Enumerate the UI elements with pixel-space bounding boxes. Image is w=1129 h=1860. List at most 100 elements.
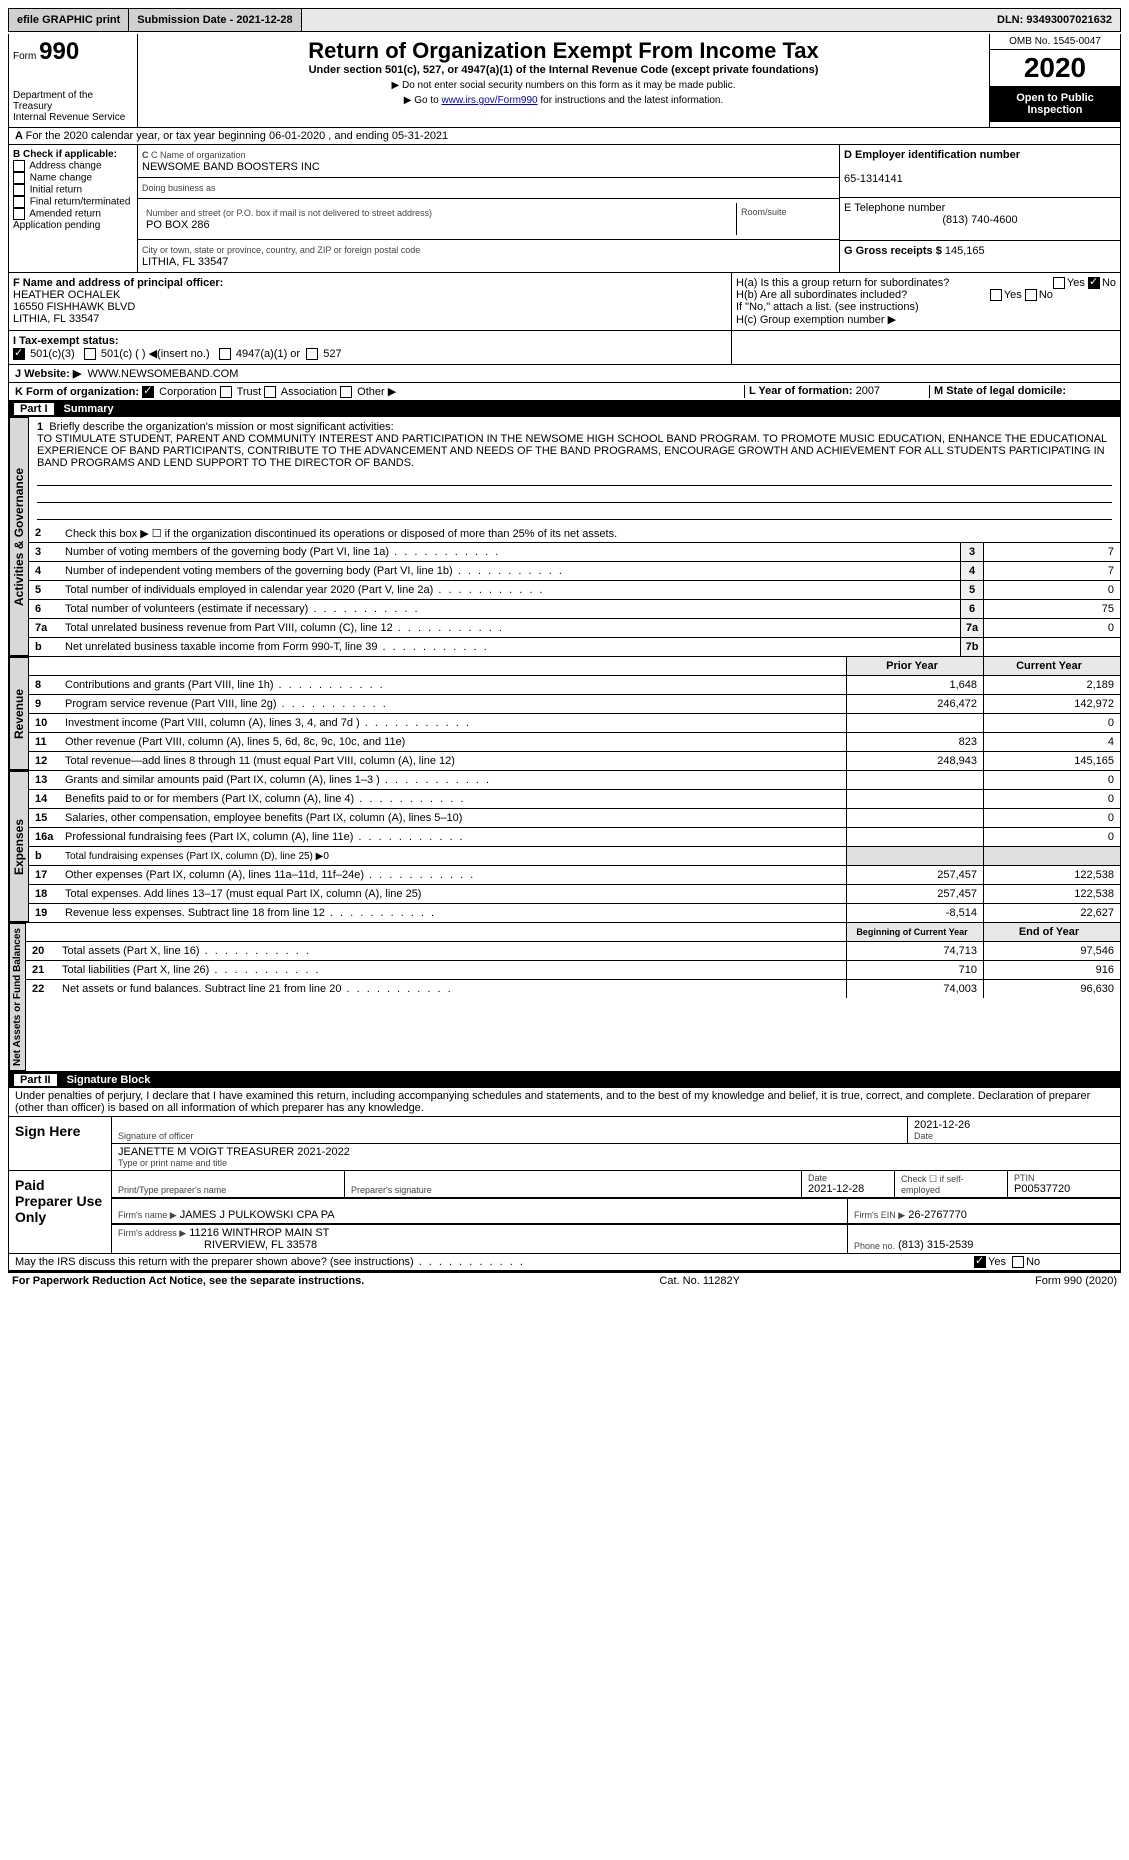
p17: 257,457	[846, 866, 983, 884]
line-8: Contributions and grants (Part VIII, lin…	[61, 677, 846, 693]
b20: 74,713	[846, 942, 983, 960]
p16a	[846, 828, 983, 846]
check-other[interactable]	[340, 386, 352, 398]
dln-label: DLN: 93493007021632	[997, 14, 1120, 26]
ha-yes[interactable]	[1053, 277, 1065, 289]
dba-label: Doing business as	[142, 183, 216, 193]
discuss-yes[interactable]	[974, 1256, 986, 1268]
footer-cat: Cat. No. 11282Y	[659, 1275, 740, 1287]
p19: -8,514	[846, 904, 983, 922]
street-label: Number and street (or P.O. box if mail i…	[146, 208, 432, 218]
line-19: Revenue less expenses. Subtract line 18 …	[61, 905, 846, 921]
check-assoc[interactable]	[264, 386, 276, 398]
side-revenue: Revenue	[9, 657, 29, 770]
val-7a: 0	[983, 619, 1120, 637]
check-trust[interactable]	[220, 386, 232, 398]
p8: 1,648	[846, 676, 983, 694]
val-5: 0	[983, 581, 1120, 599]
irs-label: Internal Revenue Service	[13, 112, 133, 123]
prep-selfemp: Check ☐ if self-employed	[901, 1174, 1001, 1195]
footer-form: Form 990 (2020)	[1035, 1275, 1117, 1287]
line-2: Check this box ▶ ☐ if the organization d…	[61, 525, 1120, 542]
firm-name: JAMES J PULKOWSKI CPA PA	[180, 1209, 335, 1221]
line-9: Program service revenue (Part VIII, line…	[61, 696, 846, 712]
officer-addr1: 16550 FISHHAWK BLVD	[13, 301, 135, 313]
check-final-return[interactable]	[13, 196, 25, 208]
line-6: Total number of volunteers (estimate if …	[61, 601, 960, 617]
e22: 96,630	[983, 980, 1120, 998]
header-info-grid: B Check if applicable: Address change Na…	[8, 145, 1121, 273]
c9: 142,972	[983, 695, 1120, 713]
omb-number: OMB No. 1545-0047	[990, 34, 1120, 50]
efile-print-button[interactable]: efile GRAPHIC print	[9, 9, 129, 31]
line-12: Total revenue—add lines 8 through 11 (mu…	[61, 753, 846, 769]
check-501c[interactable]	[84, 348, 96, 360]
side-expenses: Expenses	[9, 771, 29, 922]
check-501c3[interactable]	[13, 348, 25, 360]
prep-date: 2021-12-28	[808, 1183, 864, 1195]
open-public-badge: Open to Public Inspection	[990, 86, 1120, 122]
form-subtitle: Under section 501(c), 527, or 4947(a)(1)…	[146, 64, 981, 76]
line-5: Total number of individuals employed in …	[61, 582, 960, 598]
fh-row: F Name and address of principal officer:…	[8, 273, 1121, 331]
line-7a: Total unrelated business revenue from Pa…	[61, 620, 960, 636]
c19: 22,627	[983, 904, 1120, 922]
line-21: Total liabilities (Part X, line 26)	[58, 962, 846, 978]
topbar: efile GRAPHIC print Submission Date - 20…	[8, 8, 1121, 32]
section-governance: Activities & Governance 1 Briefly descri…	[8, 417, 1121, 657]
c12: 145,165	[983, 752, 1120, 770]
check-address-change[interactable]	[13, 160, 25, 172]
side-governance: Activities & Governance	[9, 417, 29, 656]
discuss-q: May the IRS discuss this return with the…	[15, 1256, 974, 1268]
check-4947[interactable]	[219, 348, 231, 360]
val-6: 75	[983, 600, 1120, 618]
val-7b	[983, 638, 1120, 656]
part1-header: Part I Summary	[8, 401, 1121, 417]
room-label: Room/suite	[741, 207, 787, 217]
p9: 246,472	[846, 695, 983, 713]
officer-addr2: LITHIA, FL 33547	[13, 313, 99, 325]
val-4: 7	[983, 562, 1120, 580]
c14: 0	[983, 790, 1120, 808]
year-formation: 2007	[856, 385, 880, 397]
firm-phone: (813) 315-2539	[898, 1239, 973, 1251]
check-corp[interactable]	[142, 386, 154, 398]
line-10: Investment income (Part VIII, column (A)…	[61, 715, 846, 731]
form-title: Return of Organization Exempt From Incom…	[146, 38, 981, 64]
e20: 97,546	[983, 942, 1120, 960]
check-amended-return[interactable]	[13, 208, 25, 220]
line-18: Total expenses. Add lines 13–17 (must eq…	[61, 886, 846, 902]
note-ssn: ▶ Do not enter social security numbers o…	[146, 80, 981, 91]
check-name-change[interactable]	[13, 172, 25, 184]
sign-here-label: Sign Here	[9, 1117, 111, 1170]
line-3: Number of voting members of the governin…	[61, 544, 960, 560]
website-value: WWW.NEWSOMEBAND.COM	[87, 368, 238, 380]
hb-no[interactable]	[1025, 289, 1037, 301]
val-3: 7	[983, 543, 1120, 561]
line-11: Other revenue (Part VIII, column (A), li…	[61, 734, 846, 750]
firm-addr2: RIVERVIEW, FL 33578	[204, 1239, 317, 1251]
c10: 0	[983, 714, 1120, 732]
p10	[846, 714, 983, 732]
submission-date-button[interactable]: Submission Date - 2021-12-28	[129, 9, 301, 31]
section-netassets: Net Assets or Fund Balances Beginning of…	[8, 923, 1121, 1072]
part2-header: Part II Signature Block	[8, 1072, 1121, 1088]
line-14: Benefits paid to or for members (Part IX…	[61, 791, 846, 807]
p18: 257,457	[846, 885, 983, 903]
form-number: 990	[39, 38, 79, 65]
check-initial-return[interactable]	[13, 184, 25, 196]
form990-link[interactable]: www.irs.gov/Form990	[441, 95, 537, 106]
gross-receipts-value: 145,165	[945, 245, 985, 257]
line-22: Net assets or fund balances. Subtract li…	[58, 981, 846, 997]
city-label: City or town, state or province, country…	[142, 245, 420, 255]
check-527[interactable]	[306, 348, 318, 360]
line-13: Grants and similar amounts paid (Part IX…	[61, 772, 846, 788]
c15: 0	[983, 809, 1120, 827]
side-netassets: Net Assets or Fund Balances	[9, 923, 26, 1071]
c17: 122,538	[983, 866, 1120, 884]
ha-no[interactable]	[1088, 277, 1100, 289]
b21: 710	[846, 961, 983, 979]
discuss-no[interactable]	[1012, 1256, 1024, 1268]
hb-yes[interactable]	[990, 289, 1002, 301]
officer-name: HEATHER OCHALEK	[13, 289, 120, 301]
